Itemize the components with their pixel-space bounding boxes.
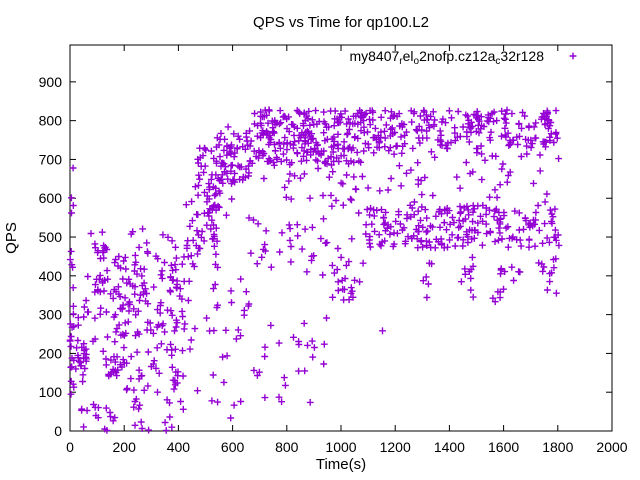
x-axis-label: Time(s) [316, 456, 366, 473]
y-tick-label: 400 [39, 268, 63, 284]
legend-text-subscript: r [399, 56, 403, 67]
chart-title: QPS vs Time for qp100.L2 [253, 14, 429, 31]
plot-border [69, 44, 613, 432]
x-tick-label: 400 [167, 439, 191, 455]
scatter-points [66, 106, 563, 434]
legend-text-segment: el [403, 48, 414, 64]
y-tick-label: 300 [39, 307, 63, 323]
x-tick-label: 600 [221, 439, 245, 455]
y-axis-label: QPS [3, 222, 20, 254]
legend-plus-marker [569, 52, 577, 60]
y-tick-label: 200 [39, 345, 63, 361]
legend-text-subscript: c [495, 56, 500, 67]
x-tick-label: 1600 [488, 439, 519, 455]
x-tick-label: 200 [113, 439, 137, 455]
x-tick-label: 1800 [542, 439, 573, 455]
x-tick-label: 1400 [434, 439, 465, 455]
axis-tick-labels: 0 200 400 600 800 1000 1200 1400 1600 1800 2000 0 10… [39, 74, 628, 455]
x-tick-label: 2000 [596, 439, 627, 455]
x-tick-label: 1200 [380, 439, 411, 455]
y-tick-label: 900 [39, 74, 63, 90]
legend-text-segment: my8407 [349, 48, 399, 64]
x-tick-label: 1000 [325, 439, 356, 455]
x-tick-label: 0 [66, 439, 74, 455]
y-tick-label: 500 [39, 229, 63, 245]
x-tick-label: 800 [275, 439, 299, 455]
legend-series-label: my8407r​elo​2nofp.cz12ac​32r128 [349, 48, 544, 67]
y-tick-label: 100 [39, 384, 63, 400]
y-tick-label: 800 [39, 113, 63, 129]
legend-text-segment: 32r128 [500, 48, 544, 64]
y-tick-label: 600 [39, 190, 63, 206]
legend-text-segment: 2nofp.cz12a [419, 48, 495, 64]
legend-text-subscript: o [414, 56, 420, 67]
y-tick-label: 0 [54, 423, 62, 439]
y-tick-label: 700 [39, 151, 63, 167]
axis-ticks [69, 45, 613, 432]
